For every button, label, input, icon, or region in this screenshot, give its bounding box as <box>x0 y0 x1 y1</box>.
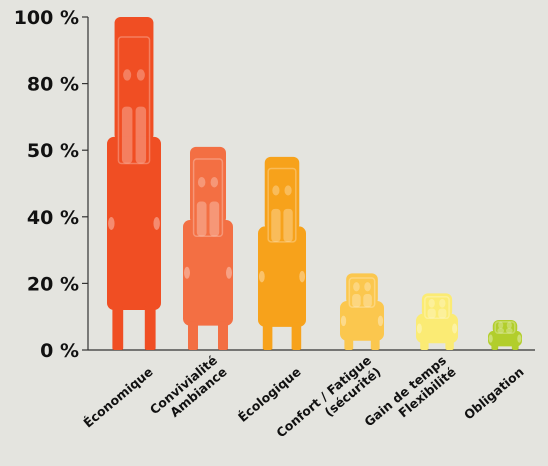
car-body <box>416 313 458 344</box>
passenger-body <box>505 328 513 334</box>
passenger-head <box>197 176 206 188</box>
car-wheel <box>511 342 519 350</box>
car-roof <box>190 146 226 224</box>
bar <box>183 146 233 350</box>
car-headlight <box>517 334 522 343</box>
passenger-body <box>352 294 361 308</box>
car-body <box>107 136 161 311</box>
passenger-body <box>497 328 505 334</box>
car-roof <box>114 17 154 141</box>
car-wheel <box>112 306 124 350</box>
category-label-line: Économique <box>80 364 155 431</box>
passenger-head <box>123 69 132 81</box>
category-label: Gain de tempsFlexibilité <box>361 353 458 441</box>
passenger-head <box>364 282 371 292</box>
passenger-body <box>283 208 293 242</box>
passenger-body <box>363 294 372 308</box>
car-headlight <box>340 315 347 327</box>
axis-group: 0 % 20 % 40 % 50 % 80 % 100 % <box>14 7 535 362</box>
bar <box>340 273 384 350</box>
car-windshield <box>267 167 297 243</box>
passenger-head <box>353 282 360 292</box>
bar <box>416 293 458 350</box>
passenger-head <box>136 69 145 81</box>
passenger-body <box>271 208 281 242</box>
car-wheel <box>370 336 380 350</box>
passenger-body <box>196 201 207 237</box>
car-wheel <box>218 321 228 350</box>
y-tick-label: 50 % <box>27 140 79 162</box>
bars-group <box>107 17 522 350</box>
passenger-head <box>498 321 504 329</box>
category-label: ConvivialitéAmbiance <box>147 353 230 429</box>
car-wheel <box>144 306 156 350</box>
car-body <box>183 219 233 326</box>
car-roof <box>264 156 300 231</box>
passenger-head <box>506 321 512 329</box>
car-windshield <box>494 321 516 334</box>
car-headlight <box>226 266 232 279</box>
car-roof <box>421 293 453 318</box>
car-headlight <box>488 334 493 343</box>
passenger-head <box>439 298 446 308</box>
passenger-body <box>135 106 147 164</box>
car-headlight <box>416 323 422 334</box>
car-wheel <box>491 342 499 350</box>
car-wheel <box>445 339 454 350</box>
car-headlight <box>377 315 384 327</box>
car-wheel <box>291 322 302 350</box>
car-headlight <box>184 266 190 279</box>
car-body <box>258 226 306 327</box>
passenger-body <box>438 308 447 319</box>
y-tick-label: 40 % <box>27 207 79 229</box>
passenger-head <box>272 185 280 196</box>
car-headlight <box>299 270 306 283</box>
bar <box>258 156 306 350</box>
y-tick-label: 100 % <box>14 7 79 29</box>
car-wheel <box>420 339 429 350</box>
passenger-head <box>210 176 219 188</box>
category-label: Obligation <box>461 364 527 423</box>
passenger-body <box>209 201 220 237</box>
car-roof <box>346 273 378 305</box>
passenger-head <box>284 185 292 196</box>
car-wheel <box>262 322 273 350</box>
car-windshield <box>117 36 151 165</box>
bar <box>107 17 161 350</box>
car-windshield <box>348 277 376 308</box>
passenger-body <box>427 308 436 319</box>
car-headlight <box>258 270 265 283</box>
category-label: Économique <box>80 364 155 431</box>
passenger-head <box>428 298 435 308</box>
car-wheel <box>344 336 354 350</box>
y-tick-label: 80 % <box>27 74 79 96</box>
passenger-body <box>121 106 133 164</box>
y-tick-label: 20 % <box>27 273 79 295</box>
car-windshield <box>424 296 450 320</box>
category-label-line: Obligation <box>461 364 527 423</box>
bar <box>488 320 522 350</box>
car-headlight <box>452 323 458 334</box>
car-body <box>340 300 384 341</box>
y-tick-label: 0 % <box>40 340 79 362</box>
car-windshield <box>192 158 224 237</box>
category-label-line: Confort / Fatigue <box>273 353 374 441</box>
car-headlight <box>153 216 160 230</box>
car-wheel <box>188 321 198 350</box>
car-headlight <box>108 216 115 230</box>
